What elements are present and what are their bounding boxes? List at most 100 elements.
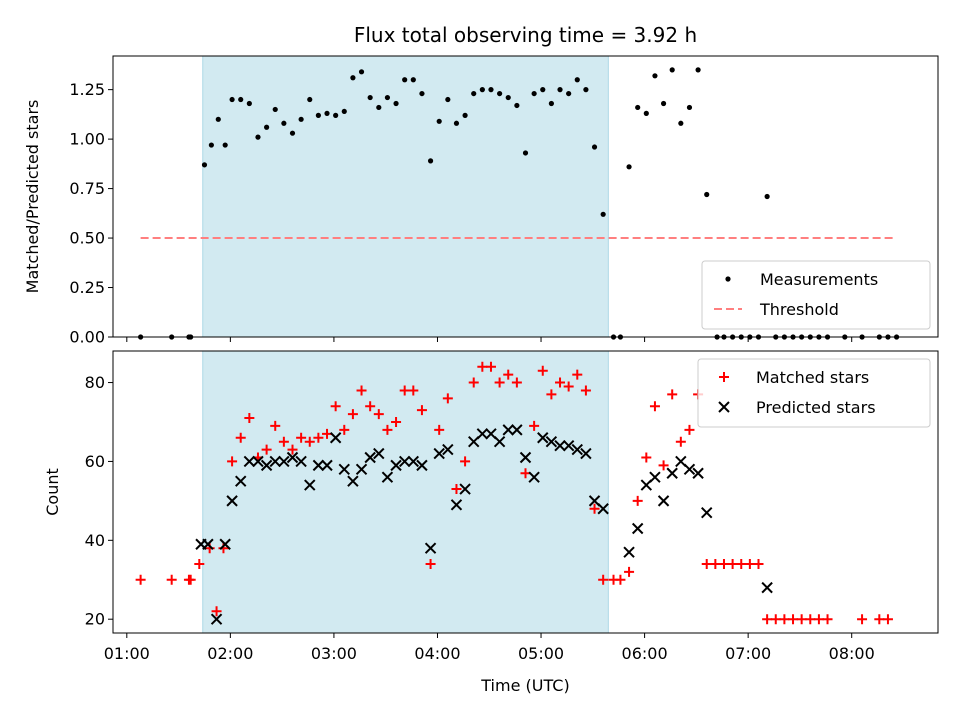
matched-stars-point [805,614,816,625]
x-tick-label: 08:00 [829,644,875,663]
predicted-stars-point [623,546,635,558]
measurements-point [246,100,252,107]
matched-stars-point [347,409,358,420]
matched-stars-point [235,432,246,443]
measurements-point [238,96,244,103]
matched-stars-point [701,558,712,569]
matched-stars-point [485,361,496,372]
predicted-stars-point [631,522,644,535]
matched-stars-point [442,393,453,404]
matched-stars-point [546,389,557,400]
matched-stars-point [365,401,376,412]
measurements-point [201,162,208,168]
predicted-stars-point [269,455,281,468]
y-tick-label: 0.50 [69,229,105,248]
predicted-stars-point [554,439,566,452]
matched-stars-point [211,606,222,617]
measurements-point [393,100,399,107]
matched-stars-point [675,436,686,447]
matched-stars-point [857,614,868,625]
y-tick-label: 40 [85,531,105,550]
legend-label-measurements: Measurements [760,270,878,289]
matched-stars-point [744,558,755,569]
matched-stars-point [882,614,893,625]
y-tick-label: 1.25 [69,80,105,99]
measurements-point [367,94,373,101]
predicted-stars-point [701,506,713,519]
measurements-point [453,120,460,126]
predicted-stars-point [321,459,333,472]
measurements-point [341,108,347,115]
legend-symbol-predicted-stars [718,401,730,413]
matched-stars-point [598,574,609,585]
measurements-point [419,90,425,97]
predicted-stars-point [493,436,506,448]
y-tick-label: 0.00 [69,328,105,347]
measurements-point [678,120,684,126]
measurements-point [643,110,649,116]
measurements-point [488,87,494,93]
matched-stars-point [632,495,643,506]
legend-symbol-measurements [725,276,731,282]
predicted-stars-point [338,463,350,476]
predicted-stars-point [657,495,670,507]
observing-window-shade-top [202,55,609,338]
matched-stars-point [762,614,773,625]
ratio-legend-box [701,260,931,330]
predicted-stars-point [355,463,368,476]
matched-stars-point [710,558,721,569]
y-tick-label: 0.25 [69,278,105,297]
count-y-ticks: 20 40 60 80 [85,373,113,629]
predicted-stars-point [545,436,558,448]
predicted-stars-point [528,471,540,483]
matched-stars-point [408,385,419,396]
x-tick-label: 07:00 [725,644,771,663]
predicted-stars-point [252,455,264,468]
matched-stars-point [460,456,471,467]
measurements-point [583,87,589,93]
predicted-stars-point [407,455,420,468]
y-tick-label: 60 [85,452,105,471]
predicted-stars-point [202,538,214,550]
count-axes-frame [112,350,939,634]
measurements-point [652,73,658,79]
matched-stars-point [244,413,255,424]
x-tick-label: 05:00 [518,644,564,663]
matched-stars-point [511,377,522,388]
predicted-stars-point [286,451,299,464]
matched-stars-point [296,432,307,443]
count-x-ticks: 01:00 02:00 03:00 04:00 05:00 06:00 07:00 08:00 [104,633,875,663]
measurements-point [574,77,580,83]
measurements-point [410,77,416,83]
matched-stars-point [494,377,505,388]
measurements-point [479,87,485,93]
matched-stars-point [373,409,384,420]
measurements-point [540,87,546,93]
matched-stars-point [537,365,548,376]
matched-stars-point [287,444,298,455]
ratio-axes-frame [112,55,939,338]
matched-stars-point [727,558,738,569]
measurements-point [298,116,304,122]
matched-stars-point [796,614,807,625]
predicted-stars-point [295,455,307,468]
predicted-stars-point [424,542,437,554]
count-plot-marks [135,361,893,625]
measurements-point [695,67,701,73]
count-legend: Matched stars Predicted stars [697,358,931,428]
predicted-stars-point [235,475,247,487]
measurements-point [505,94,511,101]
predicted-stars-point [243,455,256,468]
measurements-point [307,96,313,103]
measurements-point [436,118,442,124]
y-tick-label: 0.75 [69,179,105,198]
measurements-point [635,104,641,111]
measurements-point [427,158,434,164]
measurements-legend-marker [725,276,731,282]
predicted-stars-point [373,447,385,460]
predicted-stars-point [683,463,696,476]
measurements-point [591,144,598,150]
matched-stars-point [779,614,790,625]
measurements-point [626,164,632,170]
observing-window-shade-bottom [202,350,609,634]
